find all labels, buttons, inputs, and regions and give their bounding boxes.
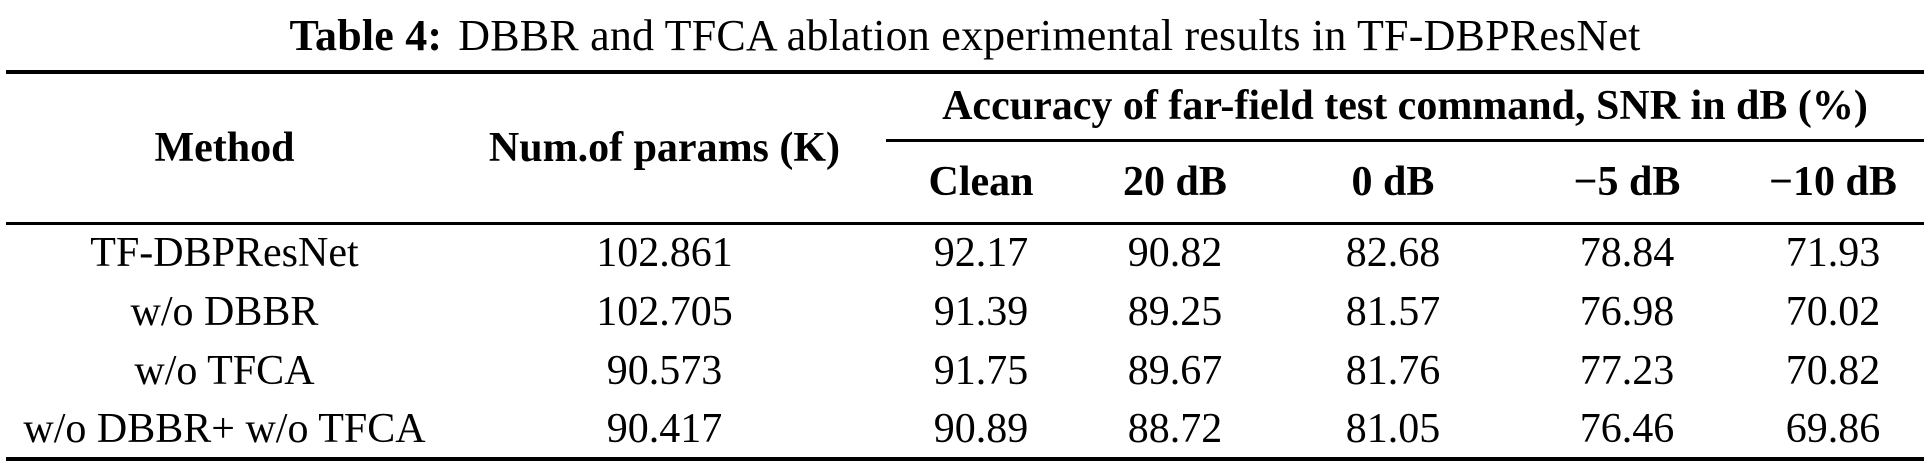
header-row-1: Method Num.of params (K) Accuracy of far… bbox=[5, 72, 1925, 225]
accuracy-cell: 71.93 bbox=[1785, 230, 1881, 277]
accuracy-cell: 81.76 bbox=[1345, 347, 1441, 394]
accuracy-cell: 88.72 bbox=[1127, 405, 1223, 452]
span-header-accuracy: Accuracy of far-field test command, SNR … bbox=[885, 72, 1925, 142]
accuracy-cell: 76.46 bbox=[1579, 405, 1675, 452]
method-cell: w/o DBBR+ w/o TFCA bbox=[23, 405, 426, 452]
accuracy-cell: 82.68 bbox=[1345, 230, 1441, 277]
col-header-params: Num.of params (K) bbox=[442, 72, 886, 225]
col-header-neg5db: −5 dB bbox=[1511, 140, 1742, 225]
table-caption-label: Table 4: bbox=[289, 10, 443, 60]
accuracy-cell: 81.57 bbox=[1345, 288, 1441, 335]
table-caption: Table 4: DBBR and TFCA ablation experime… bbox=[0, 0, 1930, 70]
accuracy-cell: 70.82 bbox=[1785, 347, 1881, 394]
accuracy-cell: 81.05 bbox=[1345, 405, 1441, 452]
params-cell: 102.705 bbox=[596, 288, 733, 335]
col-header-0db: 0 dB bbox=[1273, 140, 1512, 225]
table-row: TF-DBPResNet 102.861 92.17 90.82 82.68 7… bbox=[6, 223, 1924, 282]
header-row-2: Clean 20 dB 0 dB −5 dB −10 dB bbox=[6, 140, 1925, 225]
accuracy-cell: 76.98 bbox=[1579, 288, 1675, 335]
accuracy-cell: 90.89 bbox=[933, 405, 1029, 452]
accuracy-cell: 92.17 bbox=[933, 230, 1029, 277]
accuracy-cell: 78.84 bbox=[1579, 230, 1675, 277]
accuracy-cell: 91.75 bbox=[933, 347, 1029, 394]
col-header-20db: 20 dB bbox=[1075, 140, 1274, 225]
ablation-results-table: Method Num.of params (K) Accuracy of far… bbox=[5, 70, 1925, 461]
accuracy-cell: 91.39 bbox=[933, 288, 1029, 335]
table-row: w/o DBBR 102.705 91.39 89.25 81.57 76.98… bbox=[6, 282, 1924, 341]
accuracy-cell: 77.23 bbox=[1579, 347, 1675, 394]
method-cell: w/o TFCA bbox=[134, 347, 315, 394]
params-cell: 102.861 bbox=[596, 230, 733, 277]
params-cell: 90.573 bbox=[606, 347, 723, 394]
table-row: w/o TFCA 90.573 91.75 89.67 81.76 77.23 … bbox=[6, 341, 1924, 400]
accuracy-cell: 69.86 bbox=[1785, 405, 1881, 452]
accuracy-cell: 90.82 bbox=[1127, 230, 1223, 277]
accuracy-cell: 89.67 bbox=[1127, 347, 1223, 394]
accuracy-cell: 70.02 bbox=[1785, 288, 1881, 335]
method-cell: TF-DBPResNet bbox=[90, 230, 359, 277]
col-header-method: Method bbox=[5, 72, 443, 225]
table-caption-text: DBBR and TFCA ablation experimental resu… bbox=[458, 10, 1641, 60]
method-cell: w/o DBBR bbox=[130, 288, 319, 335]
col-header-clean: Clean bbox=[885, 140, 1076, 225]
accuracy-cell: 89.25 bbox=[1127, 288, 1223, 335]
params-cell: 90.417 bbox=[606, 405, 723, 452]
table-row: w/o DBBR+ w/o TFCA 90.417 90.89 88.72 81… bbox=[6, 400, 1924, 459]
col-header-neg10db: −10 dB bbox=[1741, 140, 1925, 225]
